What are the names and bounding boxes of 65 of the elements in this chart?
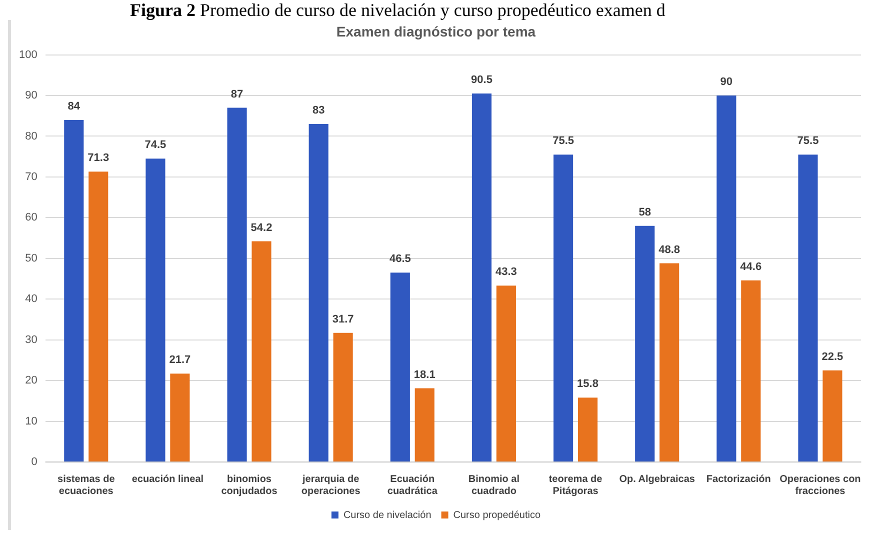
bar — [227, 108, 247, 462]
data-label: 15.8 — [577, 378, 598, 390]
data-label: 90.5 — [471, 74, 492, 86]
bar — [88, 172, 108, 462]
data-label: 71.3 — [88, 152, 110, 164]
bar — [822, 370, 842, 462]
bar — [170, 374, 190, 462]
bar — [578, 398, 598, 462]
chart-title: Examen diagnóstico por tema — [336, 23, 536, 40]
data-label: 84 — [68, 100, 81, 112]
bar — [798, 154, 818, 462]
bar — [414, 388, 434, 462]
data-label: 31.7 — [332, 313, 354, 326]
bar — [716, 96, 736, 462]
data-label: 48.8 — [658, 244, 680, 256]
data-label: 54.2 — [250, 222, 272, 234]
data-label: 90 — [720, 76, 733, 88]
bar — [64, 120, 84, 462]
text: Figura 2 Promedio de curso de nivelación y curso propedéutico examen d — [130, 0, 666, 20]
data-label: 75.5 — [552, 135, 574, 148]
bar — [660, 263, 680, 462]
data-label: 18.1 — [414, 368, 436, 381]
bar — [496, 286, 516, 462]
x-tick-label: jerarquia de operaciones — [301, 474, 361, 497]
legend-label: Curso propedéutico — [453, 510, 541, 521]
y-tick-label: 60 — [25, 212, 38, 224]
x-tick-label: sistemas de ecuaciones — [58, 474, 116, 497]
y-tick-label: 30 — [25, 334, 38, 346]
y-tick-label: 50 — [25, 252, 38, 264]
data-label: 75.5 — [797, 135, 819, 148]
x-tick-label: Binomio al cuadrado — [468, 474, 520, 497]
y-tick-label: 20 — [25, 374, 38, 387]
y-tick-label: 80 — [25, 130, 38, 142]
data-label: 44.6 — [740, 260, 762, 273]
data-label: 87 — [230, 88, 244, 100]
bar — [333, 332, 353, 462]
legend-label: Curso de nivelación — [343, 510, 432, 521]
x-tick-label: Op. Algebraicas — [619, 474, 696, 485]
data-label: 21.7 — [169, 354, 191, 366]
x-tick-label: teorema de Pitágoras — [548, 474, 603, 497]
y-tick-label: 70 — [25, 170, 38, 183]
data-label: 46.5 — [389, 253, 411, 266]
bar — [146, 158, 166, 462]
y-tick-label: 100 — [18, 48, 38, 61]
bar — [472, 93, 492, 462]
y-tick-label: 0 — [31, 456, 38, 468]
y-tick-label: 40 — [25, 293, 38, 306]
bar — [554, 154, 574, 462]
bar — [390, 272, 410, 462]
x-tick-label: Factorización — [706, 474, 771, 485]
x-tick-label: Operaciones con fracciones — [780, 474, 861, 497]
y-tick-label: 10 — [25, 415, 38, 428]
data-label: 74.5 — [144, 139, 166, 152]
data-label: 22.5 — [822, 350, 844, 363]
bar — [635, 226, 655, 462]
x-tick-label: binomios conjudados — [221, 474, 278, 497]
data-label: 58 — [638, 206, 651, 218]
bar — [252, 241, 272, 462]
data-label: 43.3 — [495, 266, 517, 278]
x-tick-label: ecuación lineal — [132, 474, 204, 485]
x-tick-label: Ecuación cuadrática — [387, 474, 438, 497]
bar — [741, 280, 761, 462]
data-label: 83 — [312, 104, 325, 117]
y-tick-label: 90 — [25, 90, 38, 102]
bar — [308, 124, 328, 462]
